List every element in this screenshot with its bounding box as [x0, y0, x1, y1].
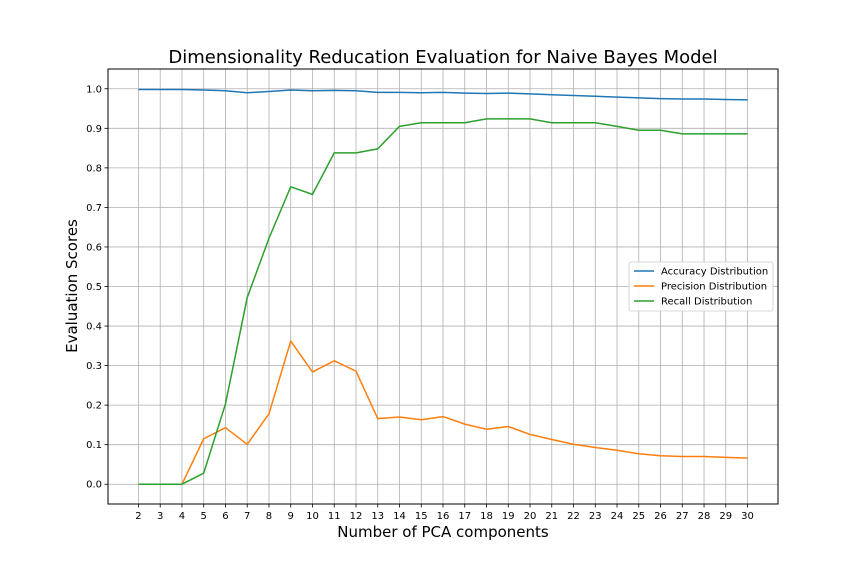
y-tick-label: 0.5: [86, 282, 102, 293]
x-tick-label: 19: [502, 511, 515, 522]
x-tick-label: 7: [244, 511, 250, 522]
y-tick-label: 0.0: [86, 480, 102, 491]
x-tick-label: 20: [524, 511, 537, 522]
y-tick-label: 0.9: [86, 124, 102, 135]
precision-legend-label: Precision Distribution: [661, 282, 767, 293]
y-tick-label: 0.8: [86, 163, 102, 174]
y-axis-ticks: 0.0 0.1 0.2 0.3 0.4 0.5 0.6 0.7 0.8 0.9 1.0: [86, 84, 108, 491]
y-tick-label: 0.6: [86, 242, 102, 253]
x-tick-label: 13: [371, 511, 384, 522]
x-tick-label: 23: [589, 511, 602, 522]
x-tick-label: 17: [458, 511, 471, 522]
series-lines: [138, 88, 748, 485]
legend-box: [628, 261, 774, 312]
y-tick-label: 0.3: [86, 361, 102, 372]
x-tick-label: 26: [654, 511, 667, 522]
x-tick-label: 25: [632, 511, 645, 522]
x-tick-label: 8: [266, 511, 272, 522]
x-tick-label: 28: [698, 511, 711, 522]
x-tick-label: 14: [393, 511, 406, 522]
x-tick-label: 18: [480, 511, 493, 522]
x-tick-label: 6: [222, 511, 228, 522]
chart-title: Dimensionality Reducation Evaluation for…: [168, 47, 717, 68]
x-tick-label: 9: [288, 511, 294, 522]
recall-legend-label: Recall Distribution: [661, 297, 752, 308]
y-axis-label: Evaluation Scores: [63, 219, 81, 353]
x-tick-label: 3: [157, 511, 163, 522]
x-tick-label: 16: [437, 511, 450, 522]
y-tick-label: 0.1: [86, 440, 102, 451]
x-tick-label: 5: [201, 511, 207, 522]
y-tick-label: 0.2: [86, 401, 102, 412]
accuracy-series-line: [138, 88, 748, 101]
x-tick-label: 22: [567, 511, 580, 522]
x-tick-label: 10: [306, 511, 319, 522]
y-tick-label: 1.0: [86, 84, 102, 95]
precision-series-line: [138, 340, 748, 485]
x-tick-label: 4: [179, 511, 185, 522]
x-axis-label: Number of PCA components: [337, 523, 549, 541]
recall-series-line: [138, 118, 748, 485]
x-tick-label: 2: [135, 511, 141, 522]
x-tick-label: 29: [719, 511, 732, 522]
x-tick-label: 27: [676, 511, 689, 522]
legend: Accuracy Distribution Precision Distribut…: [628, 261, 774, 312]
x-axis-ticks: 2 3 4 5 6 7 8 9 10 11 12 13 14 15 16 17 18 19 20 21 22 23 24 25…: [135, 504, 754, 522]
x-tick-label: 24: [611, 511, 624, 522]
x-tick-label: 21: [545, 511, 558, 522]
x-tick-label: 30: [741, 511, 754, 522]
y-tick-label: 0.4: [86, 322, 102, 333]
accuracy-legend-label: Accuracy Distribution: [661, 267, 768, 278]
x-tick-label: 15: [415, 511, 428, 522]
y-tick-label: 0.7: [86, 203, 102, 214]
x-tick-label: 11: [328, 511, 341, 522]
x-tick-label: 12: [350, 511, 363, 522]
